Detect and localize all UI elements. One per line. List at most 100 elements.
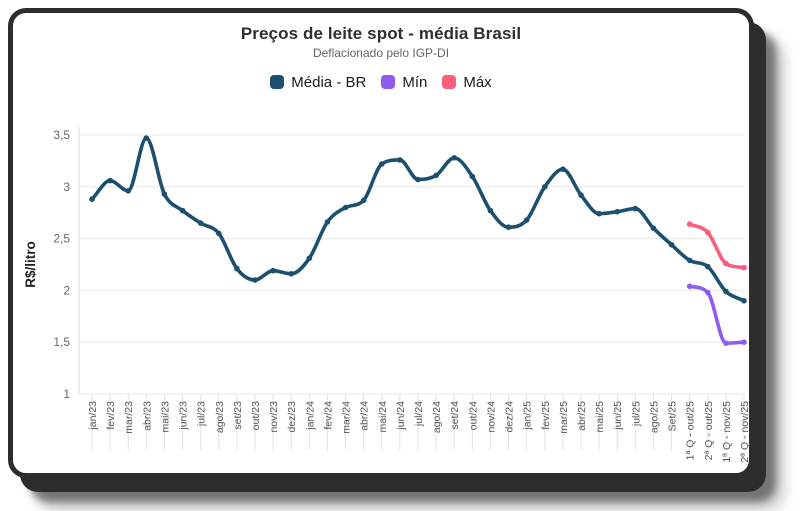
min-data-point bbox=[705, 289, 711, 296]
legend-label-media-br: Média - BR bbox=[291, 73, 367, 91]
media-br-data-point bbox=[578, 192, 584, 198]
x-tick-label: fev/23 bbox=[105, 401, 117, 430]
media-br-data-point bbox=[741, 298, 747, 304]
y-tick-label: 2,5 bbox=[53, 232, 70, 246]
x-tick-label: jul/25 bbox=[630, 401, 642, 427]
media-br-line bbox=[90, 136, 746, 303]
media-br-data-point bbox=[415, 176, 421, 183]
media-br-data-point bbox=[560, 166, 566, 172]
media-br-data-point bbox=[324, 219, 331, 225]
min-data-point bbox=[723, 340, 729, 346]
y-tick-label: 2 bbox=[63, 283, 70, 297]
x-tick-label: ago/23 bbox=[214, 401, 226, 433]
x-tick-label: jun/25 bbox=[612, 401, 624, 431]
line-chart: 1 1,5 2 2,5 3 3,5 jan/23 fev/23 mar/23 abr/23 mai/… bbox=[23, 127, 751, 463]
x-tick-label: set/23 bbox=[232, 401, 244, 430]
y-tick-label: 1 bbox=[63, 387, 70, 401]
y-tick-label: 3,5 bbox=[53, 128, 70, 142]
media-br-data-point bbox=[487, 207, 494, 214]
media-br-data-point bbox=[469, 173, 476, 180]
media-br-data-point bbox=[216, 230, 222, 237]
legend-swatch-media-br-icon bbox=[270, 75, 285, 89]
x-tick-label: abr/24 bbox=[359, 401, 371, 431]
max-data-point bbox=[705, 229, 711, 236]
max-data-point bbox=[723, 260, 729, 267]
media-br-data-point bbox=[360, 197, 367, 204]
max-line bbox=[687, 222, 746, 270]
x-tick-label: jun/24 bbox=[395, 401, 407, 431]
media-br-data-point bbox=[686, 257, 693, 264]
media-br-data-point bbox=[723, 288, 729, 295]
media-br-data-point bbox=[252, 277, 258, 283]
x-tick-label: nov/24 bbox=[485, 401, 497, 433]
media-br-data-point bbox=[505, 224, 512, 230]
legend-swatch-max-icon bbox=[442, 75, 457, 89]
x-tick-label: 2ª Q - out/25 bbox=[703, 401, 715, 460]
media-br-data-point bbox=[650, 225, 657, 231]
x-tick-label: jan/24 bbox=[304, 401, 316, 431]
media-br-data-point bbox=[632, 205, 639, 212]
media-br-data-point bbox=[433, 172, 439, 179]
media-br-data-point bbox=[596, 210, 602, 217]
media-br-data-point bbox=[379, 161, 385, 167]
x-tick-label: jan/23 bbox=[87, 401, 99, 431]
media-br-data-point bbox=[107, 177, 113, 184]
x-tick-label: dez/23 bbox=[286, 401, 298, 433]
media-br-data-point bbox=[542, 184, 548, 190]
legend-label-min: Mín bbox=[402, 73, 428, 91]
x-tick-label: mar/25 bbox=[558, 401, 570, 434]
x-tick-label: fev/25 bbox=[540, 401, 552, 430]
x-tick-label: mai/25 bbox=[594, 401, 606, 433]
x-tick-label: nov/23 bbox=[268, 401, 280, 433]
max-data-point bbox=[686, 221, 693, 227]
x-tick-label: mai/23 bbox=[159, 401, 171, 433]
y-tick-label: 1,5 bbox=[53, 335, 70, 349]
x-tick-label: dez/24 bbox=[504, 401, 516, 433]
legend-item-max: Máx bbox=[442, 73, 492, 91]
x-tick-label: out/24 bbox=[467, 401, 479, 430]
media-br-data-point bbox=[270, 267, 276, 274]
x-tick-label: jul/24 bbox=[413, 401, 425, 427]
media-br-data-point bbox=[397, 157, 403, 163]
chart-header: Preços de leite spot - média Brasil Defl… bbox=[13, 13, 749, 60]
x-tick-label: jan/25 bbox=[522, 401, 534, 431]
media-br-data-point bbox=[451, 155, 458, 161]
legend-label-max: Máx bbox=[463, 73, 492, 91]
min-data-point bbox=[686, 283, 693, 290]
media-br-data-point bbox=[179, 207, 186, 214]
x-tick-label: out/23 bbox=[250, 401, 262, 430]
chart-subtitle: Deflacionado pelo IGP-DI bbox=[312, 46, 450, 60]
media-br-data-point bbox=[234, 265, 240, 272]
x-tick-label: mai/24 bbox=[377, 401, 389, 433]
media-br-data-point bbox=[306, 255, 313, 262]
media-br-data-point bbox=[668, 242, 675, 248]
legend-item-media-br: Média - BR bbox=[270, 74, 366, 91]
chart-title: Preços de leite spot - média Brasil bbox=[240, 24, 522, 43]
media-br-data-point bbox=[125, 188, 131, 194]
legend-swatch-min-icon bbox=[381, 75, 396, 89]
y-tick-label: 3 bbox=[63, 180, 70, 194]
x-tick-label: abr/25 bbox=[576, 401, 588, 431]
x-tick-label: 2ª Q - nov/25 bbox=[739, 401, 751, 463]
media-br-data-point bbox=[197, 220, 204, 226]
x-tick-label: mar/24 bbox=[341, 401, 353, 434]
media-br-data-point bbox=[161, 191, 168, 197]
y-axis-title: R$/litro bbox=[23, 241, 38, 288]
legend: Média - BR Mín Máx bbox=[13, 72, 749, 92]
x-tick-label: 1ª Q - nov/25 bbox=[721, 401, 733, 463]
x-tick-label: set/24 bbox=[449, 401, 461, 430]
media-br-data-point bbox=[89, 196, 95, 202]
media-br-data-point bbox=[614, 208, 620, 215]
media-br-data-point bbox=[288, 271, 295, 277]
x-tick-label: fev/24 bbox=[322, 401, 334, 430]
x-tick-label: 1ª Q - out/25 bbox=[685, 401, 697, 460]
legend-item-min: Mín bbox=[381, 74, 427, 91]
media-br-data-point bbox=[705, 263, 711, 270]
x-tick-label: mar/23 bbox=[123, 401, 135, 434]
x-tick-label: jun/23 bbox=[178, 401, 190, 431]
x-tick-label: jul/23 bbox=[196, 401, 208, 427]
media-br-data-point bbox=[342, 204, 349, 211]
x-tick-label: ago/25 bbox=[648, 401, 660, 433]
x-tick-label: abr/23 bbox=[141, 401, 153, 431]
x-tick-label: ago/24 bbox=[431, 401, 443, 433]
